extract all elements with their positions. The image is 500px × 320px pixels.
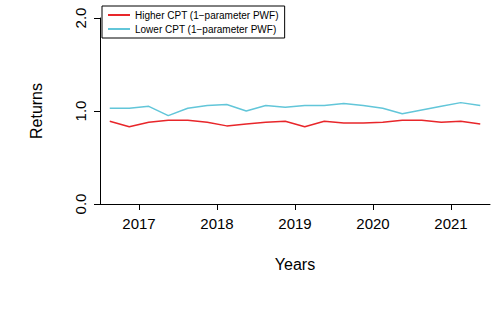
svg-text:1.0: 1.0 <box>72 101 89 122</box>
svg-text:Higher CPT (1−parameter PWF): Higher CPT (1−parameter PWF) <box>135 10 278 21</box>
svg-text:2.0: 2.0 <box>72 8 89 29</box>
svg-text:2019: 2019 <box>278 215 311 232</box>
svg-text:Lower CPT (1−parameter PWF): Lower CPT (1−parameter PWF) <box>135 24 276 35</box>
svg-text:2021: 2021 <box>434 215 467 232</box>
svg-text:0.0: 0.0 <box>72 194 89 215</box>
svg-text:Years: Years <box>275 256 315 273</box>
svg-text:Returns: Returns <box>28 83 45 139</box>
svg-text:2020: 2020 <box>356 215 389 232</box>
svg-text:2018: 2018 <box>200 215 233 232</box>
svg-text:2017: 2017 <box>122 215 155 232</box>
